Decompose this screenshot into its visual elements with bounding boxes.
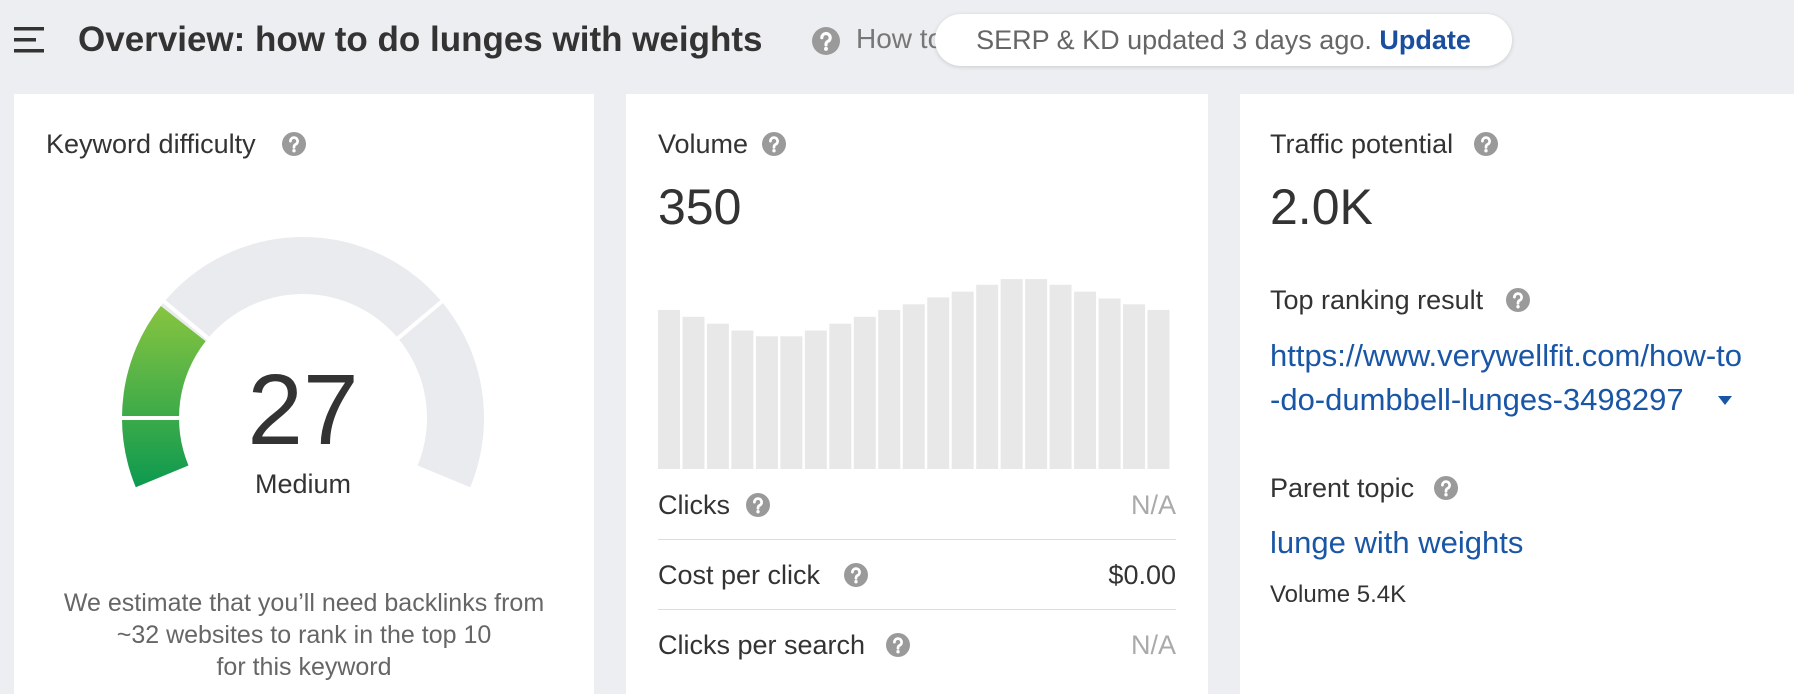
volume-trend-chart xyxy=(658,279,1170,469)
help-icon[interactable] xyxy=(1474,132,1498,156)
kd-label: Keyword difficulty xyxy=(46,129,256,159)
volume-value: 350 xyxy=(658,179,742,235)
kd-gauge xyxy=(120,237,485,488)
update-link[interactable]: Update xyxy=(1379,25,1471,55)
trend-bar xyxy=(682,316,705,469)
update-notice: SERP & KD updated 3 days ago. Update xyxy=(935,14,1512,66)
trend-bar xyxy=(780,336,803,469)
trend-bar xyxy=(927,297,950,469)
notice-text: SERP & KD updated 3 days ago. xyxy=(976,25,1372,55)
trend-bar xyxy=(658,309,680,469)
trend-bar xyxy=(853,316,876,469)
kd-note: We estimate that you’ll need backlinks f… xyxy=(63,589,545,617)
divider xyxy=(658,539,1176,540)
gauge-divider xyxy=(161,298,211,342)
traffic-value: 2.0K xyxy=(1270,179,1373,235)
trend-bar xyxy=(1025,279,1048,469)
trend-bar xyxy=(755,336,778,469)
top-result-url[interactable]: -do-dumbbell-lunges-3498297 xyxy=(1270,382,1684,417)
trend-bar xyxy=(1098,298,1121,469)
metric-value: N/A xyxy=(1130,490,1176,520)
volume-label: Volume xyxy=(658,129,749,159)
help-icon[interactable] xyxy=(746,493,770,517)
kd-rating: Medium xyxy=(254,469,352,499)
trend-bar xyxy=(731,330,754,469)
help-icon[interactable] xyxy=(1434,476,1458,500)
trend-bar xyxy=(829,323,852,469)
kd-card xyxy=(14,94,594,694)
traffic-card xyxy=(1240,94,1794,694)
menu-icon[interactable] xyxy=(14,27,46,53)
header-subtitle: How to xyxy=(856,23,944,54)
metric-label: Clicks per search xyxy=(658,630,866,660)
gauge-fill xyxy=(122,305,206,488)
dropdown-caret[interactable] xyxy=(1718,396,1734,406)
trend-bar xyxy=(951,291,974,469)
gauge-divider xyxy=(395,298,445,342)
metric-value: N/A xyxy=(1130,630,1176,660)
traffic-label: Traffic potential xyxy=(1270,129,1454,159)
help-icon[interactable] xyxy=(886,633,910,657)
trend-bar xyxy=(878,309,901,469)
metric-label: Cost per click xyxy=(658,560,821,590)
kd-note: for this keyword xyxy=(216,653,392,681)
trend-bar xyxy=(1049,284,1072,469)
trend-bar xyxy=(902,304,925,469)
page-title: Overview: how to do lunges with weights xyxy=(78,20,763,59)
trend-bar xyxy=(1123,304,1146,469)
trend-bar xyxy=(1000,279,1023,469)
kd-value: 27 xyxy=(247,354,359,466)
trend-bar xyxy=(706,323,729,469)
trend-bar xyxy=(1147,309,1170,469)
metric-label: Clicks xyxy=(658,490,730,520)
gauge-track xyxy=(122,237,485,488)
kd-note: ~32 websites to rank in the top 10 xyxy=(116,621,492,649)
divider xyxy=(658,609,1176,610)
trend-bar xyxy=(804,330,827,469)
trend-bar xyxy=(976,284,999,469)
parent-topic-volume: Volume 5.4K xyxy=(1270,581,1407,608)
parent-topic-link[interactable]: lunge with weights xyxy=(1270,525,1524,560)
top-result-url[interactable]: https://www.verywellfit.com/how-to xyxy=(1270,338,1743,373)
help-icon[interactable] xyxy=(1506,288,1530,312)
metric-value: $0.00 xyxy=(1108,560,1176,590)
top-result-label: Top ranking result xyxy=(1270,285,1484,315)
parent-topic-label: Parent topic xyxy=(1270,473,1415,503)
trend-bar xyxy=(1074,291,1097,469)
help-icon[interactable] xyxy=(844,563,868,587)
